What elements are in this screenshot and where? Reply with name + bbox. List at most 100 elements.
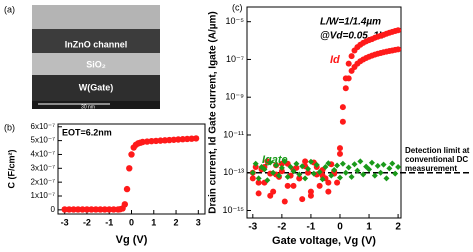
marker (334, 162, 341, 169)
y-tick-label: 10⁻⁵ (226, 16, 245, 26)
marker (284, 182, 291, 189)
x-tick-label: 2 (174, 217, 179, 227)
y-tick-label: 2x10⁻⁷ (31, 177, 56, 186)
marker (192, 135, 200, 142)
marker (316, 168, 323, 175)
marker (351, 161, 358, 168)
plot-data (249, 27, 402, 205)
x-tick-label: 1 (151, 217, 156, 227)
y-tick-label: 5x10⁻⁷ (31, 136, 56, 145)
marker (123, 185, 131, 193)
layer-label: SiO₂ (86, 59, 106, 69)
marker (261, 166, 268, 173)
marker (267, 192, 274, 199)
marker (296, 171, 303, 178)
marker (252, 160, 259, 167)
annotation: L/W=1/1.4µm (320, 17, 381, 28)
marker (325, 188, 332, 195)
marker (371, 172, 378, 179)
detection-limit-label: Detection limit at (405, 146, 470, 155)
marker (322, 164, 329, 171)
marker (334, 179, 341, 186)
marker (348, 173, 355, 180)
marker (307, 188, 314, 195)
marker (281, 158, 288, 165)
marker (345, 75, 352, 82)
layer-oxide (32, 53, 160, 75)
marker (302, 158, 309, 165)
marker (325, 179, 332, 186)
marker (255, 190, 262, 197)
x-tick-label: 0 (129, 217, 134, 227)
x-tick-label: 0 (337, 222, 343, 233)
annotation: EOT=6.2nm (62, 127, 112, 137)
marker (74, 206, 82, 213)
marker (305, 165, 312, 172)
marker (366, 166, 373, 173)
detection-limit-label: measurement (405, 164, 457, 173)
marker (339, 160, 346, 167)
marker (249, 175, 256, 182)
marker (319, 176, 326, 183)
series-label: Igate (262, 154, 288, 166)
marker (278, 168, 285, 175)
marker (106, 206, 113, 213)
y-axis-label: Drain current, Id Gate current, Igate (A… (208, 11, 219, 213)
detection-limit-label: conventional DC (405, 155, 468, 164)
marker (316, 182, 323, 189)
marker (307, 158, 314, 165)
scale-bar-label: 30 nm (81, 104, 95, 110)
layer-label: InZnO channel (65, 39, 128, 49)
marker (302, 175, 309, 182)
marker (252, 164, 259, 171)
marker (290, 182, 297, 189)
marker (383, 175, 390, 182)
y-tick-label: 1x10⁻⁷ (31, 191, 56, 200)
marker (336, 145, 343, 152)
marker (395, 27, 402, 34)
marker (255, 175, 262, 182)
marker (273, 162, 280, 169)
marker (61, 206, 68, 213)
x-axis-label: Gate voltage, Vg (V) (272, 235, 376, 247)
marker (264, 177, 271, 184)
x-axis-label: Vg (V) (116, 234, 148, 246)
marker (110, 206, 117, 213)
panel-label: (a) (4, 4, 15, 14)
annotation: @Vd=0.05, 1V (320, 31, 387, 42)
marker (357, 158, 364, 165)
panel-label: (c) (232, 2, 243, 12)
x-tick-label: -2 (277, 222, 286, 233)
marker (284, 173, 291, 180)
layer-gate (32, 75, 160, 101)
marker (299, 196, 306, 203)
marker (395, 164, 402, 171)
marker (339, 118, 346, 125)
marker (345, 60, 352, 67)
marker (275, 172, 282, 179)
layer-top (32, 5, 160, 29)
x-tick-label: 1 (366, 222, 372, 233)
marker (70, 206, 77, 213)
y-tick-label: 4x10⁻⁷ (31, 150, 56, 159)
x-tick-label: -2 (83, 217, 91, 227)
marker (339, 104, 346, 111)
panel-label: (b) (4, 122, 15, 132)
y-tick-label: 3x10⁻⁷ (31, 163, 56, 172)
marker (354, 167, 361, 174)
marker (395, 46, 402, 53)
marker (97, 206, 104, 213)
tem-image: InZnO channel SiO₂ W(Gate) 30 nm (32, 5, 160, 110)
marker (305, 169, 312, 176)
marker (380, 161, 387, 168)
marker (270, 169, 277, 176)
marker (287, 164, 294, 171)
marker (296, 175, 303, 182)
marker (336, 174, 343, 181)
x-tick-label: -1 (306, 222, 315, 233)
marker (293, 160, 300, 167)
x-tick-label: -1 (105, 217, 113, 227)
x-tick-label: 3 (196, 217, 201, 227)
y-tick-label: 10⁻⁷ (226, 54, 244, 64)
